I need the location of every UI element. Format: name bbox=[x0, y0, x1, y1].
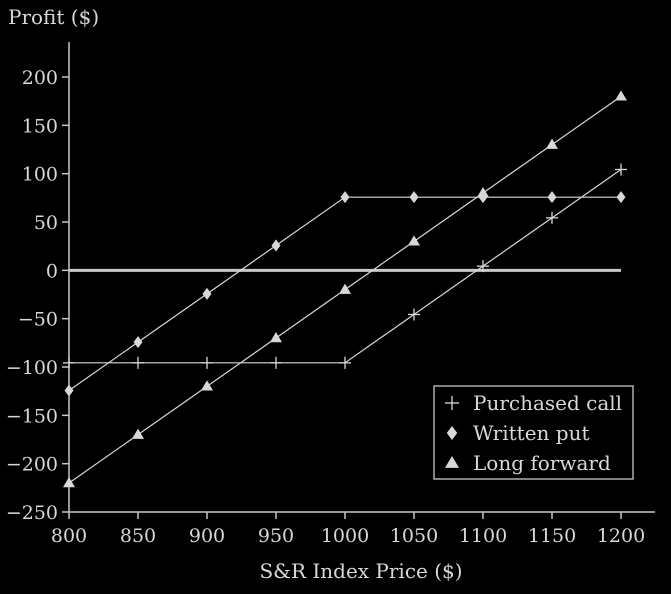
legend-label-written-put: Written put bbox=[473, 421, 589, 445]
data-point-purchased-call bbox=[339, 356, 351, 369]
data-point-purchased-call bbox=[408, 308, 420, 321]
data-point-written-put bbox=[271, 239, 281, 252]
y-tick-label: −150 bbox=[6, 405, 58, 427]
series-purchased-call bbox=[63, 163, 627, 369]
legend-label-long-forward: Long forward bbox=[473, 451, 611, 475]
data-point-purchased-call bbox=[132, 356, 144, 369]
data-point-purchased-call bbox=[270, 356, 282, 369]
data-point-written-put bbox=[202, 287, 212, 300]
x-tick-label: 800 bbox=[51, 525, 87, 547]
y-tick-label: 200 bbox=[22, 67, 58, 89]
series-group bbox=[63, 90, 627, 488]
data-point-purchased-call bbox=[546, 211, 558, 224]
data-point-written-put bbox=[409, 191, 419, 204]
y-tick-label: −250 bbox=[6, 502, 58, 524]
x-tick-label: 1200 bbox=[597, 525, 645, 547]
data-point-long-forward bbox=[408, 235, 420, 246]
data-point-purchased-call bbox=[201, 356, 213, 369]
data-point-long-forward bbox=[270, 332, 282, 343]
legend-label-purchased-call: Purchased call bbox=[473, 391, 622, 415]
y-tick-label: −100 bbox=[6, 357, 58, 379]
data-point-written-put bbox=[64, 384, 74, 397]
y-tick-label: 100 bbox=[22, 164, 58, 186]
legend: Purchased call Written put Long forward bbox=[433, 385, 634, 480]
x-tick-label: 950 bbox=[258, 525, 294, 547]
y-tick-label: −50 bbox=[18, 309, 58, 331]
legend-box bbox=[433, 385, 634, 480]
x-tick-label: 1050 bbox=[390, 525, 438, 547]
data-point-purchased-call bbox=[63, 356, 75, 369]
series-long-forward bbox=[63, 90, 627, 488]
x-axis-label: S&R Index Price ($) bbox=[259, 559, 462, 583]
data-point-long-forward bbox=[615, 90, 627, 101]
data-point-long-forward bbox=[63, 477, 75, 488]
data-point-written-put bbox=[340, 191, 350, 204]
data-point-purchased-call bbox=[615, 163, 627, 176]
y-tick-label: 150 bbox=[22, 115, 58, 137]
y-tick-label: −200 bbox=[6, 454, 58, 476]
legend-marker-written-put bbox=[446, 426, 458, 440]
data-point-written-put bbox=[133, 336, 143, 349]
x-tick-label: 1000 bbox=[321, 525, 369, 547]
data-point-long-forward bbox=[132, 428, 144, 439]
legend-marker-purchased-call bbox=[445, 396, 459, 410]
data-point-long-forward bbox=[339, 283, 351, 294]
x-tick-label: 850 bbox=[120, 525, 156, 547]
data-point-long-forward bbox=[477, 187, 489, 198]
data-point-purchased-call bbox=[477, 260, 489, 273]
data-point-long-forward bbox=[546, 138, 558, 149]
legend-marker-long-forward bbox=[445, 456, 459, 468]
x-tick-label: 1100 bbox=[459, 525, 507, 547]
y-axis-label: Profit ($) bbox=[8, 5, 99, 29]
data-point-written-put bbox=[547, 191, 557, 204]
x-tick-label: 900 bbox=[189, 525, 225, 547]
data-point-written-put bbox=[616, 191, 626, 204]
data-point-long-forward bbox=[201, 380, 213, 391]
y-tick-label: 0 bbox=[46, 260, 58, 282]
y-tick-label: 50 bbox=[34, 212, 58, 234]
x-tick-label: 1150 bbox=[528, 525, 576, 547]
